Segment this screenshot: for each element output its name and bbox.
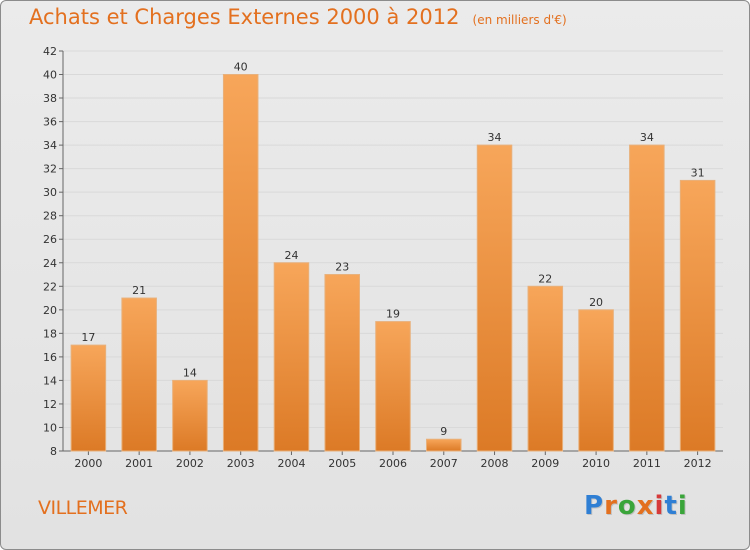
y-tick-label: 30: [43, 186, 57, 199]
bar: [273, 262, 310, 452]
bar: [375, 321, 411, 452]
y-tick-label: 36: [43, 116, 57, 129]
bar: [172, 379, 208, 452]
logo-letter: i: [654, 491, 665, 521]
x-tick-label: 2001: [125, 457, 153, 470]
data-label: 23: [335, 261, 349, 274]
data-label: 9: [440, 425, 447, 438]
x-tick-label: 2000: [74, 457, 102, 470]
bar: [629, 144, 665, 452]
data-label: 31: [691, 166, 705, 179]
logo-letter: t: [664, 491, 678, 521]
bar: [578, 309, 614, 452]
y-tick-label: 8: [50, 445, 57, 458]
bar: [679, 179, 716, 452]
y-tick-label: 16: [43, 351, 57, 364]
y-tick-label: 40: [43, 69, 57, 82]
x-tick-label: 2005: [328, 457, 356, 470]
y-tick-label: 26: [43, 233, 57, 246]
chart-title: Achats et Charges Externes 2000 à 2012: [29, 5, 460, 29]
data-label: 19: [386, 308, 400, 321]
bar: [70, 344, 107, 452]
data-labels: 17 21 14 40 24 23 19 9 34 22 20 34 31: [81, 61, 704, 439]
y-tick-label: 12: [43, 398, 57, 411]
x-tick-label: 2010: [582, 457, 610, 470]
data-label: 34: [488, 131, 502, 144]
x-tick-label: 2003: [227, 457, 255, 470]
bar: [324, 274, 360, 452]
y-tick-label: 18: [43, 327, 57, 340]
x-tick-label: 2007: [430, 457, 458, 470]
bar: [426, 438, 462, 452]
bar: [222, 74, 259, 452]
commune-name: VILLEMER: [38, 497, 128, 519]
y-tick-label: 24: [43, 257, 57, 270]
data-label: 20: [589, 296, 603, 309]
x-tick-label: 2004: [277, 457, 305, 470]
data-label: 24: [284, 249, 298, 262]
x-tick-label: 2012: [684, 457, 712, 470]
bar: [527, 285, 564, 452]
data-label: 21: [132, 284, 146, 297]
y-tick-label: 34: [43, 139, 57, 152]
x-tick-label: 2006: [379, 457, 407, 470]
bars: [70, 74, 716, 452]
logo-letter: i: [677, 491, 688, 521]
bar: [476, 144, 513, 452]
bar: [121, 297, 157, 452]
chart-subtitle: (en milliers d'€): [472, 13, 567, 27]
logo-letter: x: [636, 491, 655, 521]
data-label: 17: [81, 331, 95, 344]
proxiti-logo: Proxiti: [584, 491, 688, 521]
chart-title-block: Achats et Charges Externes 2000 à 2012 (…: [29, 5, 567, 29]
y-tick-label: 28: [43, 210, 57, 223]
data-label: 22: [538, 272, 552, 285]
x-tick-label: 2011: [633, 457, 661, 470]
y-tick-label: 32: [43, 163, 57, 176]
y-tick-label: 22: [43, 280, 57, 293]
x-tick-label: 2008: [481, 457, 509, 470]
data-label: 14: [183, 366, 197, 379]
y-tick-label: 20: [43, 304, 57, 317]
y-tick-label: 10: [43, 421, 57, 434]
logo-letter: o: [617, 491, 637, 521]
data-label: 40: [234, 61, 248, 74]
y-tick-label: 38: [43, 92, 57, 105]
data-label: 34: [640, 131, 654, 144]
y-tick-label: 14: [43, 374, 57, 387]
y-tick-label: 42: [43, 45, 57, 58]
logo-letter: P: [584, 491, 605, 521]
x-tick-label: 2002: [176, 457, 204, 470]
x-tick-label: 2009: [531, 457, 559, 470]
logo-letter: r: [604, 491, 618, 521]
